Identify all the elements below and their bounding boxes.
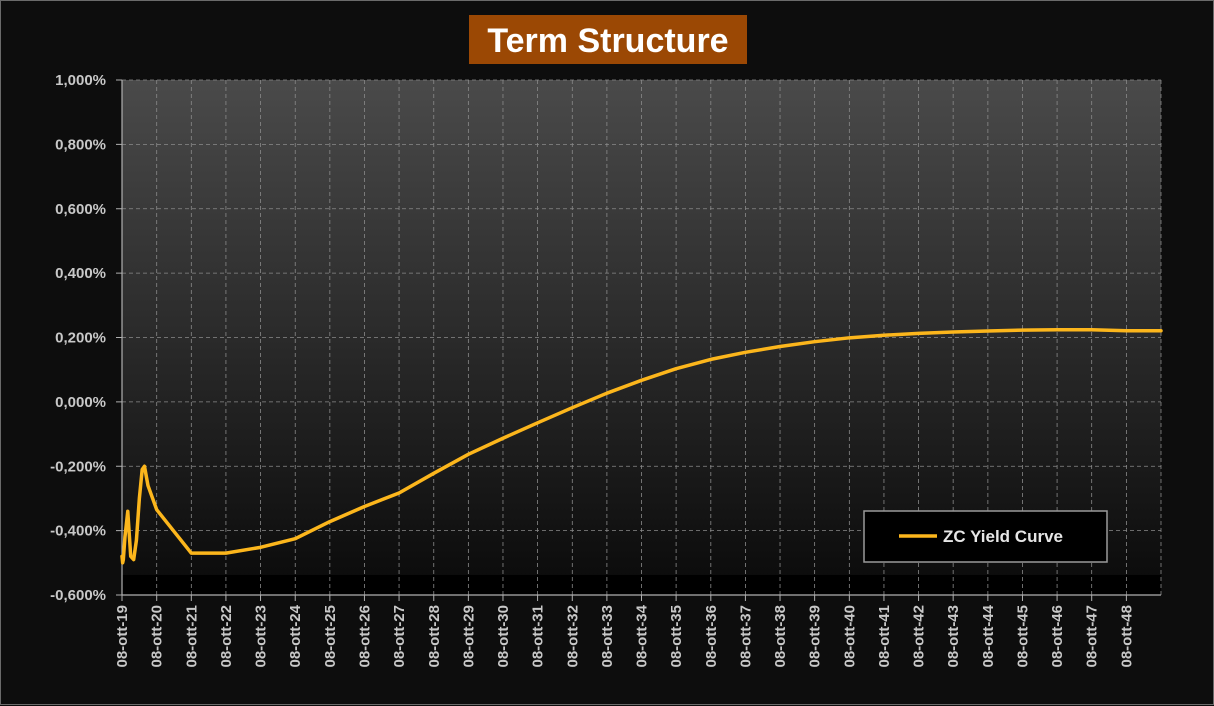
x-tick-label: 08-ott-34 xyxy=(634,604,651,667)
x-tick-label: 08-ott-39 xyxy=(807,605,824,668)
x-tick-label: 08-ott-27 xyxy=(391,605,408,668)
x-tick-label: 08-ott-30 xyxy=(495,605,512,668)
y-tick-label: 0,800% xyxy=(55,136,106,153)
x-tick-label: 08-ott-45 xyxy=(1014,605,1031,668)
y-tick-label: 1,000% xyxy=(55,72,106,89)
y-tick-label: -0,600% xyxy=(50,587,106,604)
chart-title: Term Structure xyxy=(487,22,728,60)
x-tick-label: 08-ott-21 xyxy=(183,605,200,668)
x-tick-label: 08-ott-23 xyxy=(253,605,270,668)
x-tick-label: 08-ott-25 xyxy=(322,605,339,668)
legend-label: ZC Yield Curve xyxy=(943,527,1063,546)
x-tick-label: 08-ott-20 xyxy=(149,605,166,668)
x-tick-label: 08-ott-28 xyxy=(426,605,443,668)
x-tick-label: 08-ott-44 xyxy=(980,604,997,667)
x-tick-label: 08-ott-41 xyxy=(876,605,893,668)
title-background xyxy=(469,15,747,64)
x-tick-label: 08-ott-42 xyxy=(911,605,928,668)
y-tick-label: 0,600% xyxy=(55,201,106,218)
y-tick-label: 0,400% xyxy=(55,265,106,282)
x-tick-label: 08-ott-26 xyxy=(356,605,373,668)
x-tick-label: 08-ott-37 xyxy=(737,605,754,668)
x-tick-label: 08-ott-46 xyxy=(1049,605,1066,668)
x-tick-label: 08-ott-29 xyxy=(460,605,477,668)
x-tick-label: 08-ott-47 xyxy=(1084,605,1101,668)
x-tick-label: 08-ott-19 xyxy=(114,605,131,668)
x-tick-label: 08-ott-33 xyxy=(599,605,616,668)
gridlines xyxy=(122,79,1162,595)
x-tick-label: 08-ott-48 xyxy=(1118,605,1135,668)
legend: ZC Yield Curve xyxy=(863,510,1108,563)
x-tick-label: 08-ott-31 xyxy=(530,605,547,668)
x-tick-label: 08-ott-35 xyxy=(668,605,685,668)
x-tick-label: 08-ott-43 xyxy=(945,605,962,668)
axes xyxy=(116,79,1161,601)
y-tick-label: -0,400% xyxy=(50,523,106,540)
y-tick-label: 0,000% xyxy=(55,394,106,411)
x-tick-label: 08-ott-32 xyxy=(564,605,581,668)
series-line-zc-yield-curve xyxy=(120,328,1163,565)
x-tick-label: 08-ott-40 xyxy=(841,605,858,668)
y-tick-label: 0,200% xyxy=(55,330,106,347)
x-tick-label: 08-ott-24 xyxy=(287,604,304,667)
y-tick-label: -0,200% xyxy=(50,458,106,475)
x-tick-label: 08-ott-22 xyxy=(218,605,235,668)
x-tick-label: 08-ott-36 xyxy=(703,605,720,668)
y-tick-labels: 1,000% 0,800% 0,600% 0,400% 0,200% 0,000% -0,2… xyxy=(50,72,106,604)
x-tick-labels: 08-ott-19 08-ott-20 08-ott-21 08-ott-22 08-o… xyxy=(114,604,1135,667)
series-layer xyxy=(120,328,1163,565)
x-tick-label: 08-ott-38 xyxy=(772,605,789,668)
